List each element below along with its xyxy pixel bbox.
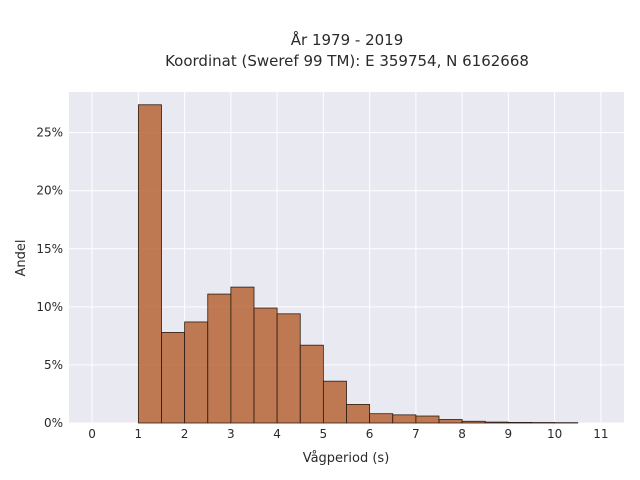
chart-title-line-1: År 1979 - 2019 — [291, 30, 404, 49]
histogram-bar — [415, 415, 440, 424]
x-tick-label: 5 — [320, 427, 328, 441]
histogram-bar — [299, 344, 324, 424]
x-tick-label: 2 — [181, 427, 189, 441]
x-tick-label: 6 — [366, 427, 374, 441]
histogram-bar — [184, 321, 209, 424]
x-axis-ticks: 0 1 2 3 4 5 6 7 8 9 10 11 — [88, 427, 608, 441]
histogram-bar — [137, 104, 162, 424]
histogram-bar — [369, 413, 394, 424]
x-tick-label: 7 — [412, 427, 420, 441]
y-axis-ticks: 0% 5% 10% 15% 20% 25% — [36, 126, 63, 430]
x-tick-label: 11 — [593, 427, 608, 441]
y-axis-label: Andel — [14, 240, 29, 277]
x-tick-label: 4 — [273, 427, 281, 441]
chart-title-line-2: Koordinat (Sweref 99 TM): E 359754, N 61… — [165, 52, 529, 70]
histogram-bar — [392, 414, 417, 424]
histogram-bar — [461, 420, 486, 424]
x-tick-label: 8 — [458, 427, 466, 441]
histogram-bar — [207, 293, 232, 424]
y-tick-label: 25% — [36, 126, 63, 140]
x-tick-label: 1 — [135, 427, 143, 441]
histogram-bar — [507, 422, 532, 424]
y-tick-label: 15% — [36, 242, 63, 256]
x-tick-label: 9 — [505, 427, 513, 441]
y-tick-label: 10% — [36, 300, 63, 314]
histogram-bar — [438, 419, 463, 424]
x-tick-label: 10 — [547, 427, 562, 441]
histogram-bar — [161, 332, 186, 424]
histogram-bar — [276, 313, 301, 424]
x-tick-label: 3 — [227, 427, 235, 441]
bars — [137, 104, 579, 424]
x-tick-label: 0 — [88, 427, 96, 441]
histogram-bar — [484, 421, 509, 424]
histogram-bar — [230, 286, 255, 424]
histogram-bar — [253, 307, 278, 424]
y-tick-label: 20% — [36, 184, 63, 198]
y-tick-label: 5% — [44, 358, 63, 372]
x-axis-label: Vågperiod (s) — [303, 451, 390, 466]
y-tick-label: 0% — [44, 416, 63, 430]
histogram-bar — [346, 404, 371, 424]
histogram-bar — [322, 380, 347, 424]
